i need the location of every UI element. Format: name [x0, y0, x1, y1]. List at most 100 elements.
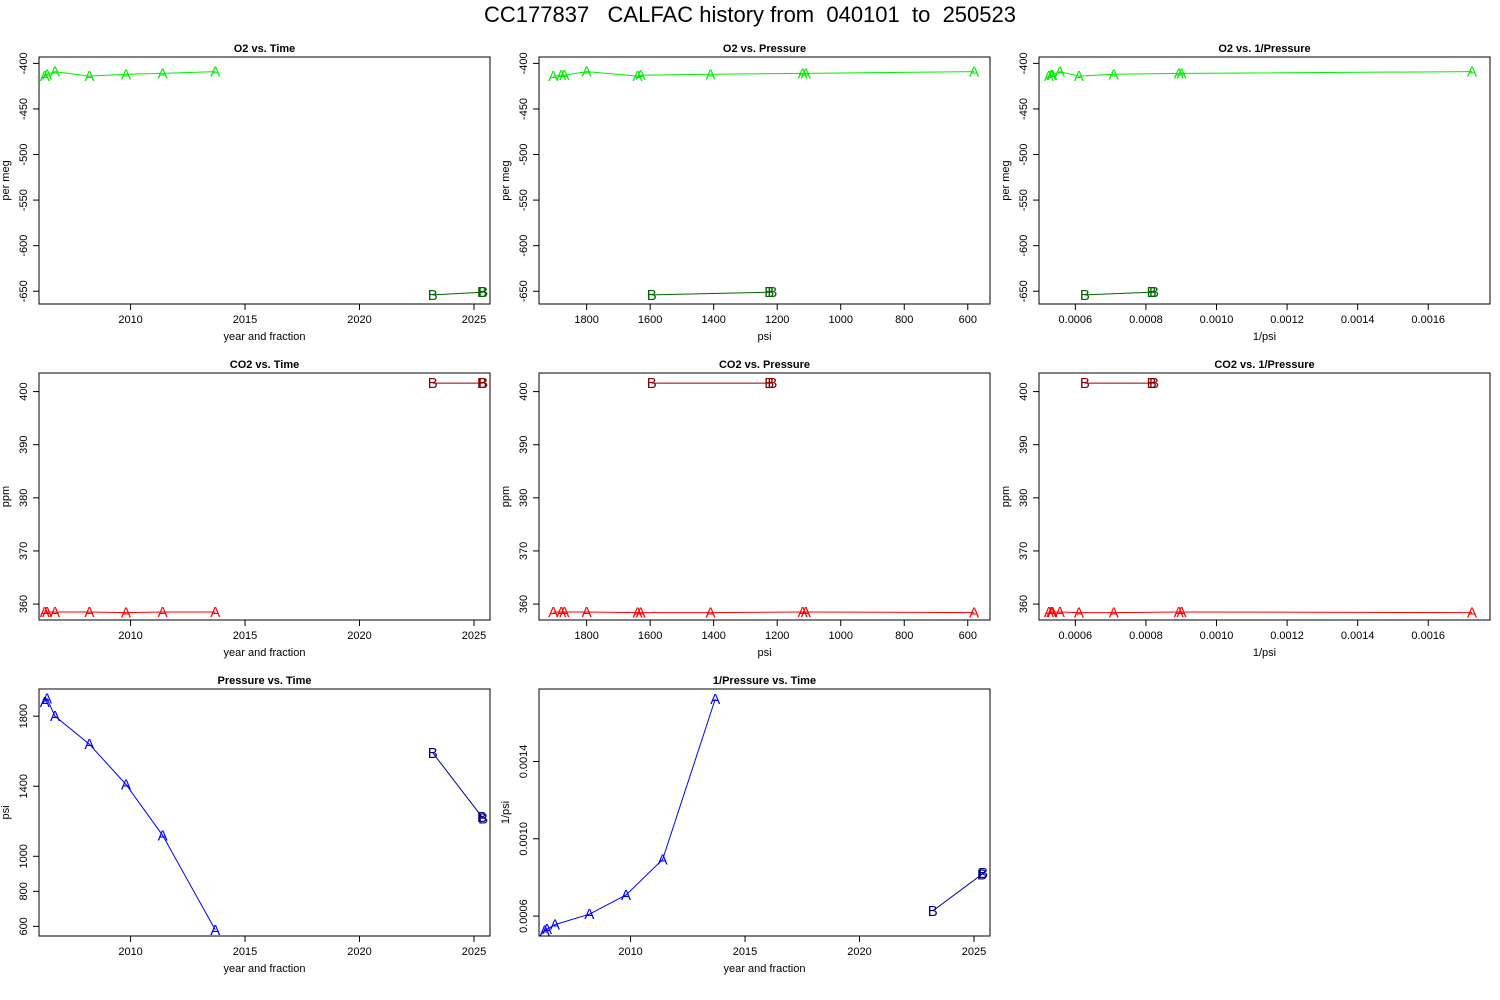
y-tick-label: 800 [18, 882, 30, 900]
x-tick-label: 800 [895, 630, 913, 642]
data-point-B: B [764, 284, 774, 301]
data-point-A: A [1047, 67, 1057, 84]
x-tick-label: 1000 [828, 314, 852, 326]
x-axis-label: 1/psi [1253, 331, 1276, 343]
chart-panel-5: CO2 vs. Pressure psi ppm 1800 1600 1400 1200 10… [500, 359, 991, 659]
x-tick-label: 0.0010 [1200, 630, 1234, 642]
data-point-A: A [798, 604, 808, 621]
plot-frame [1038, 372, 1491, 621]
x-tick-label: 1800 [574, 630, 598, 642]
chart-title: O2 vs. 1/Pressure [1218, 43, 1310, 55]
y-tick-label: 390 [518, 436, 530, 454]
data-point-B: B [1147, 284, 1157, 301]
plot-frame [38, 372, 491, 621]
data-point-B: B [928, 903, 938, 920]
y-tick-label: -400 [518, 52, 530, 74]
x-axis-label: year and fraction [224, 331, 306, 343]
x-tick-label: 1400 [701, 630, 725, 642]
y-tick-label: 400 [1018, 382, 1030, 400]
data-point-B: B [428, 375, 438, 392]
x-tick-label: 0.0006 [1059, 630, 1093, 642]
y-tick-label: -400 [1018, 52, 1030, 74]
series-line-A [553, 611, 975, 614]
data-point-A: A [801, 604, 811, 621]
x-tick-label: 2010 [618, 946, 642, 958]
data-point-A: A [158, 827, 168, 844]
data-point-A: A [1109, 66, 1119, 83]
data-point-A: A [1055, 604, 1065, 621]
x-tick-label: 2015 [233, 314, 257, 326]
y-tick-label: -650 [18, 280, 30, 302]
y-tick-label: -550 [1018, 189, 1030, 211]
data-point-A: A [1074, 68, 1084, 85]
y-tick-label: 0.0010 [518, 822, 530, 856]
y-tick-label: 0.0014 [518, 745, 530, 779]
plot-frame [538, 372, 991, 621]
data-point-A: A [1055, 64, 1065, 81]
data-point-A: A [621, 887, 631, 904]
x-tick-label: 2020 [347, 314, 371, 326]
series-line-B [432, 752, 484, 819]
data-point-A: A [84, 736, 94, 753]
series-line-B [651, 291, 773, 296]
y-axis-label: psi [0, 805, 12, 819]
data-point-A: A [798, 65, 808, 82]
x-tick-label: 0.0006 [1059, 314, 1093, 326]
data-point-B: B [767, 375, 777, 392]
chart-panel-8: 1/Pressure vs. Time year and fraction 1/ps… [500, 675, 991, 975]
y-tick-label: 390 [1018, 436, 1030, 454]
y-tick-label: 1000 [18, 844, 30, 868]
y-tick-label: -600 [518, 235, 530, 257]
data-point-B: B [977, 866, 987, 883]
chart-panel-6: CO2 vs. 1/Pressure 1/psi ppm 0.0006 0.0008 0.… [1000, 359, 1491, 659]
chart-panel-1: O2 vs. Time year and fraction per meg 2010 2… [0, 43, 491, 343]
series-line-B [932, 872, 984, 912]
data-point-A: A [1174, 604, 1184, 621]
y-axis-label: ppm [0, 486, 12, 507]
x-tick-label: 2015 [733, 946, 757, 958]
series-line-B [1084, 291, 1154, 296]
data-point-A: A [1046, 67, 1056, 84]
x-tick-label: 2015 [233, 630, 257, 642]
chart-panel-3: O2 vs. 1/Pressure 1/psi per meg 0.0006 0.000… [1000, 43, 1491, 343]
data-point-A: A [705, 605, 715, 622]
y-tick-label: -500 [18, 144, 30, 166]
data-point-A: A [1044, 68, 1054, 85]
x-axis-label: psi [757, 647, 771, 659]
y-tick-label: -650 [518, 280, 530, 302]
y-tick-label: -450 [18, 98, 30, 120]
y-tick-label: -650 [1018, 280, 1030, 302]
data-point-A: A [582, 604, 592, 621]
y-tick-label: 380 [518, 489, 530, 507]
x-axis-label: psi [757, 331, 771, 343]
y-tick-label: 380 [18, 489, 30, 507]
x-tick-label: 600 [959, 314, 977, 326]
x-tick-label: 800 [895, 314, 913, 326]
data-point-B: B [1147, 375, 1157, 392]
x-tick-label: 2025 [962, 946, 986, 958]
data-point-B: B [647, 287, 657, 304]
x-tick-label: 0.0010 [1200, 314, 1234, 326]
data-point-B: B [477, 375, 487, 392]
series-line-A [44, 611, 216, 614]
y-tick-label: -600 [1018, 235, 1030, 257]
data-point-A: A [556, 604, 566, 621]
data-point-B: B [764, 375, 774, 392]
x-axis-label: 1/psi [1253, 647, 1276, 659]
data-point-A: A [121, 776, 131, 793]
data-point-A: A [1046, 604, 1056, 621]
y-axis-label: ppm [500, 486, 512, 507]
data-point-A: A [40, 604, 50, 621]
x-tick-label: 2015 [233, 946, 257, 958]
data-point-A: A [1047, 604, 1057, 621]
y-tick-label: -500 [1018, 144, 1030, 166]
data-point-B: B [1080, 375, 1090, 392]
chart-title: CO2 vs. Time [230, 359, 300, 371]
data-point-A: A [969, 605, 979, 622]
series-line-A [44, 697, 216, 931]
x-tick-label: 0.0008 [1129, 314, 1163, 326]
y-axis-label: per meg [1000, 160, 1012, 200]
data-point-A: A [632, 605, 642, 622]
y-tick-label: -450 [1018, 98, 1030, 120]
